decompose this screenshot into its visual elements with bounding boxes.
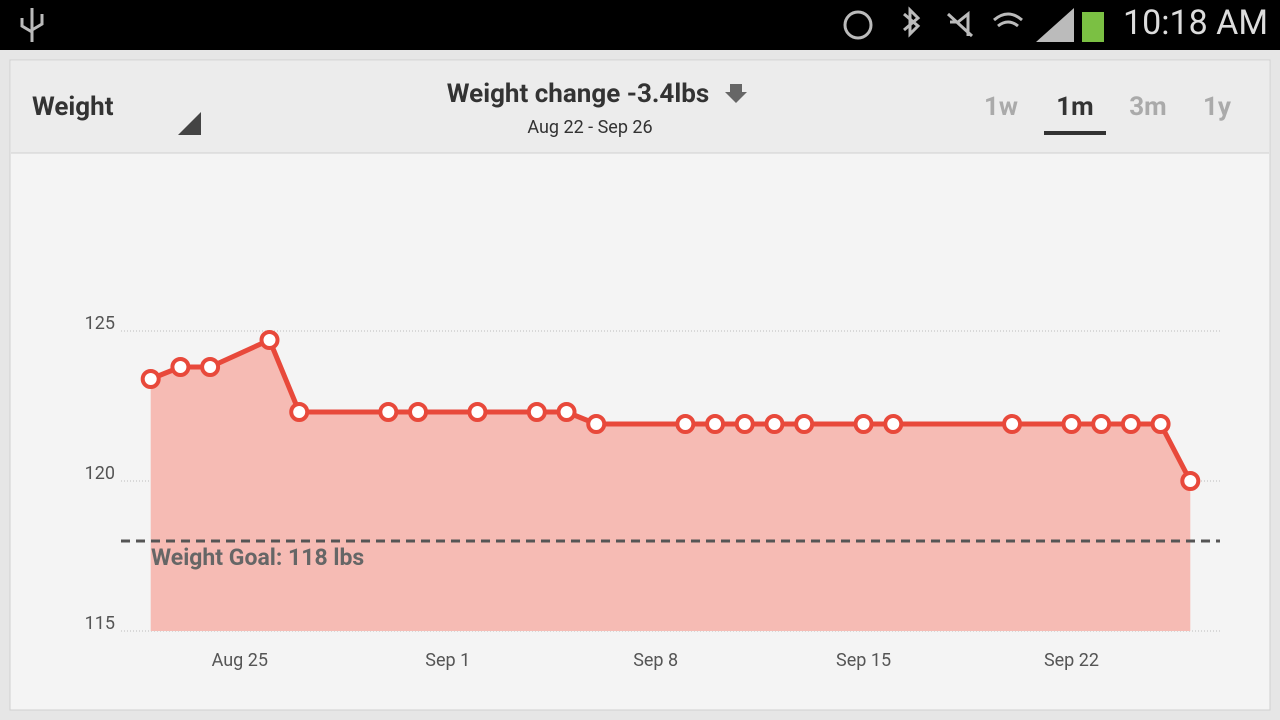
- tab-underline: [1044, 131, 1106, 135]
- point: [1180, 471, 1201, 491]
- change-title: Weight change -3.4lbs: [447, 79, 709, 109]
- range-tab[interactable]: 3m: [1129, 92, 1166, 122]
- point: [140, 369, 161, 389]
- wifi-icon: [993, 12, 1023, 28]
- y-tick-label: 120: [85, 463, 115, 484]
- point: [556, 402, 577, 422]
- point: [586, 414, 607, 434]
- status-icons: [20, 6, 1023, 42]
- point: [1002, 414, 1023, 434]
- x-tick-label: Sep 22: [1044, 650, 1099, 671]
- point: [764, 414, 785, 434]
- point: [794, 414, 815, 434]
- x-tick-label: Aug 25: [212, 650, 268, 671]
- point: [170, 357, 191, 377]
- sync-icon: [843, 10, 873, 40]
- metric-selector[interactable]: Weight: [32, 92, 114, 122]
- point: [734, 414, 755, 434]
- range-tabs: 1w 1m 3m 1y: [984, 92, 1232, 135]
- range-tab[interactable]: 1m: [1056, 92, 1093, 122]
- point: [1150, 414, 1171, 434]
- x-tick-label: Sep 8: [633, 650, 678, 671]
- battery-icon: [1082, 12, 1104, 42]
- dropdown-indicator: [178, 112, 201, 135]
- point: [883, 414, 904, 434]
- point: [1061, 414, 1082, 434]
- date-range: Aug 22 - Sep 26: [527, 117, 652, 138]
- x-tick-label: Sep 1: [425, 650, 470, 671]
- point: [1091, 414, 1112, 434]
- range-tab[interactable]: 1w: [984, 92, 1018, 122]
- point: [378, 402, 399, 422]
- point: [408, 402, 429, 422]
- down-arrow: [725, 84, 747, 103]
- point: [467, 402, 488, 422]
- point: [705, 414, 726, 434]
- point: [289, 402, 310, 422]
- point: [853, 414, 874, 434]
- point: [675, 414, 696, 434]
- bluetooth-icon: [903, 6, 921, 38]
- point: [526, 402, 547, 422]
- x-tick-label: Sep 15: [836, 650, 891, 671]
- usb-icon: [20, 8, 44, 42]
- clock: 10:18 AM: [1123, 3, 1268, 43]
- point: [1120, 414, 1141, 434]
- mute-icon: [946, 10, 974, 38]
- y-tick-label: 115: [85, 613, 115, 634]
- header-bar: [11, 61, 1269, 153]
- goal-label: Weight Goal: 118 lbs: [151, 544, 364, 571]
- y-tick-label: 125: [85, 313, 115, 334]
- range-tab[interactable]: 1y: [1203, 92, 1232, 122]
- signal-icon: [1036, 8, 1074, 42]
- point: [200, 357, 221, 377]
- plot: 115 120 125 Aug 25 Sep 1 Sep 8 Sep 15 Sep 22 Wei…: [85, 313, 1220, 671]
- point: [259, 330, 280, 350]
